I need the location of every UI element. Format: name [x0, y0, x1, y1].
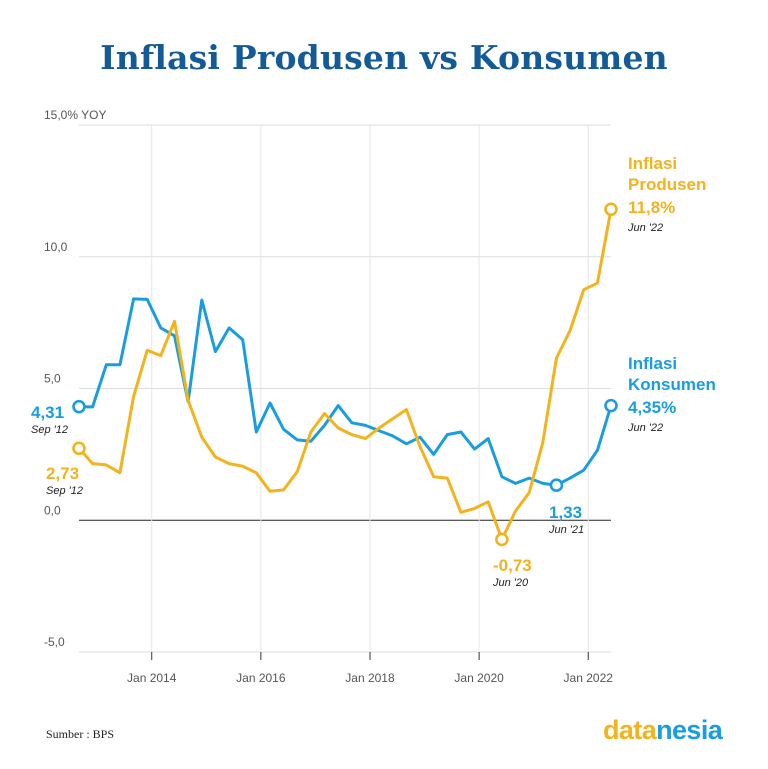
end-label-line-produsen: 11,8% [628, 198, 675, 217]
y-tick-labels: 15,0% YOY 10,0 5,0 0,0 -5,0 [44, 108, 106, 649]
brand-logo-part2: nesia [656, 715, 723, 745]
brand-logo-part1: data [603, 715, 657, 745]
end-label-line-konsumen: 4,35% [628, 398, 676, 417]
end-label-line-produsen: Inflasi [628, 154, 677, 173]
annotations: 4,31 Sep '12 2,73 Sep '12 -0,73 Jun '20 1,33 Ju… [31, 154, 716, 589]
gridlines [79, 124, 611, 660]
end-label-line-konsumen: Inflasi [628, 354, 677, 373]
x-tick-label: Jan 2016 [236, 671, 286, 685]
y-tick-label: 10,0 [44, 240, 68, 254]
end-label-line-konsumen: Konsumen [628, 375, 716, 394]
x-tick-label: Jan 2020 [454, 671, 504, 685]
series-line-produsen [77, 207, 613, 541]
annotation-value-produsen: 2,73 [46, 464, 79, 483]
series-line-konsumen [77, 297, 613, 487]
annotation-value-produsen: -0,73 [493, 556, 532, 575]
end-label-date: Jun '22 [627, 422, 663, 434]
annotation-date: Jun '21 [548, 524, 584, 536]
brand-logo: datanesia [603, 715, 723, 746]
annotation-value-konsumen: 1,33 [549, 503, 582, 522]
annotation-date: Jun '20 [492, 577, 529, 589]
chart-title: Inflasi Produsen vs Konsumen [100, 38, 668, 77]
marker-konsumen [604, 398, 618, 413]
series-lines [77, 207, 613, 541]
x-tick-label: Jan 2014 [127, 671, 177, 685]
y-tick-label: -5,0 [44, 635, 65, 649]
y-tick-label: 0,0 [44, 503, 61, 517]
marker-konsumen [549, 478, 564, 493]
x-tick-label: Jan 2022 [564, 671, 614, 685]
end-label-date: Jun '22 [627, 222, 663, 234]
annotation-date: Sep '12 [46, 485, 83, 497]
y-tick-label: 5,0 [44, 372, 61, 386]
y-tick-label: 15,0% YOY [44, 108, 106, 122]
annotation-date: Sep '12 [31, 424, 68, 436]
source-note: Sumber : BPS [46, 727, 115, 741]
marker-konsumen [72, 399, 86, 414]
marker-produsen [72, 441, 86, 456]
x-tick-labels: Jan 2014 Jan 2016 Jan 2018 Jan 2020 Jan 2022 [127, 671, 613, 685]
end-label-line-produsen: Produsen [628, 175, 706, 194]
annotation-value-konsumen: 4,31 [31, 403, 64, 422]
x-tick-label: Jan 2018 [345, 671, 395, 685]
marker-produsen [604, 202, 618, 217]
marker-produsen [495, 532, 509, 547]
